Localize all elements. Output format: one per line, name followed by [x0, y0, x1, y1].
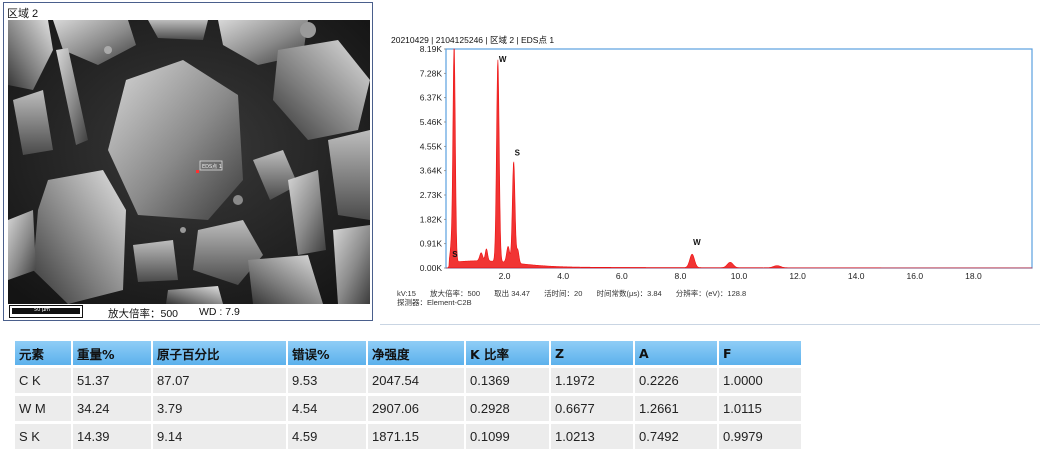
working-distance-text: WD : 7.9	[199, 306, 240, 318]
cell: S K	[15, 421, 73, 449]
col-header-atomic: 原子百分比	[152, 341, 288, 367]
cell: 4.54	[287, 393, 368, 423]
meta-magnification: 放大倍率：500	[430, 289, 481, 298]
sem-title: 区域 2	[7, 8, 39, 20]
x-tick-label: 16.0	[907, 271, 924, 281]
col-header-z: Z	[550, 341, 635, 367]
table-header-row: 元素 重量% 原子百分比 错误% 净强度 K 比率 Z A F	[15, 341, 803, 367]
cell: 2047.54	[367, 365, 466, 395]
peak-label: S	[515, 148, 521, 157]
cell: 0.9979	[718, 421, 803, 449]
spectrum-meta-line1: kV:15 放大倍率：500 取出 34.47 活时间：20 时间常数(μs)：…	[397, 288, 758, 299]
plot-area	[445, 48, 1033, 269]
cell: 0.1099	[465, 421, 551, 449]
y-tick-label: 5.46K	[420, 117, 443, 127]
spectrum-meta-detector: 探测器：Element-C2B	[397, 298, 472, 307]
peak-label: C	[455, 46, 461, 48]
cell: 51.37	[72, 365, 153, 395]
cell: 0.1369	[465, 365, 551, 395]
col-header-a: A	[634, 341, 719, 367]
table-row: C K 51.37 87.07 9.53 2047.54 0.1369 1.19…	[15, 365, 803, 395]
peak-label: W	[499, 55, 507, 64]
x-tick-label: 18.0	[965, 271, 982, 281]
cell: 0.6677	[550, 393, 635, 423]
cell: C K	[15, 365, 73, 395]
x-tick-label: 6.0	[616, 271, 628, 281]
table-row: S K 14.39 9.14 4.59 1871.15 0.1099 1.021…	[15, 421, 803, 449]
spectrum-series	[446, 48, 1033, 269]
meta-live-time: 活时间：20	[544, 289, 583, 298]
y-tick-label: 7.28K	[420, 68, 443, 78]
x-tick-label: 8.0	[674, 271, 686, 281]
cell: 1.0213	[550, 421, 635, 449]
y-tick-label: 3.64K	[420, 166, 443, 176]
col-header-k-ratio: K 比率	[465, 341, 551, 367]
cell: W M	[15, 393, 73, 423]
col-header-weight: 重量%	[72, 341, 153, 367]
eds-point-marker	[196, 170, 199, 173]
meta-time-constant: 时间常数(μs)：3.84	[596, 289, 662, 298]
eds-spectrum-chart: 0.00K 0.91K 1.82K 2.73K 3.64K 4.55K 5.46K 6.37K…	[420, 46, 1033, 281]
table-row: W M 34.24 3.79 4.54 2907.06 0.2928 0.667…	[15, 393, 803, 423]
cell: 3.79	[152, 393, 288, 423]
cell: 1.0000	[718, 365, 803, 395]
meta-resolution: 分辨率：(eV)：128.8	[675, 289, 747, 298]
peak-label: S	[452, 250, 458, 259]
y-tick-label: 0.91K	[420, 239, 443, 249]
cell: 4.59	[287, 421, 368, 449]
cell: 0.2928	[465, 393, 551, 423]
x-tick-label: 12.0	[789, 271, 806, 281]
col-header-error: 错误%	[287, 341, 368, 367]
cell: 0.2226	[634, 365, 719, 395]
scale-bar-label: 50 μm	[34, 307, 51, 313]
y-tick-label: 2.73K	[420, 190, 443, 200]
col-header-element: 元素	[15, 341, 73, 367]
sem-image: EDS点 1	[8, 20, 370, 304]
cell: 0.7492	[634, 421, 719, 449]
x-tick-label: 14.0	[848, 271, 865, 281]
peak-label: W	[693, 238, 701, 247]
y-tick-label: 1.82K	[420, 214, 443, 224]
divider	[380, 324, 1040, 325]
cell: 87.07	[152, 365, 288, 395]
results-table: 元素 重量% 原子百分比 错误% 净强度 K 比率 Z A F C K 51.3…	[15, 341, 803, 449]
col-header-f: F	[718, 341, 803, 367]
cell: 2907.06	[367, 393, 466, 423]
spectrum-header: 20210429 | 2104125246 | 区域 2 | EDS点 1	[391, 35, 555, 45]
cell: 1.2661	[634, 393, 719, 423]
col-header-net-intensity: 净强度	[367, 341, 466, 367]
y-tick-label: 8.19K	[420, 46, 443, 54]
cell: 1.1972	[550, 365, 635, 395]
y-tick-label: 0.00K	[420, 263, 443, 273]
x-tick-label: 10.0	[731, 271, 748, 281]
y-tick-label: 6.37K	[420, 93, 443, 103]
meta-takeoff: 取出 34.47	[494, 289, 530, 298]
eds-point-label: EDS点 1	[202, 164, 222, 170]
y-tick-label: 4.55K	[420, 141, 443, 151]
cell: 1871.15	[367, 421, 466, 449]
meta-kv: kV:15	[397, 289, 416, 298]
cell: 34.24	[72, 393, 153, 423]
x-tick-label: 2.0	[499, 271, 511, 281]
sem-panel: 区域 2	[3, 2, 373, 321]
cell: 9.53	[287, 365, 368, 395]
cell: 14.39	[72, 421, 153, 449]
x-tick-label: 4.0	[557, 271, 569, 281]
cell: 1.0115	[718, 393, 803, 423]
sem-footer: 50 μm 放大倍率：500 WD : 7.9	[4, 304, 372, 320]
scale-bar: 50 μm	[9, 305, 83, 318]
magnification-text: 放大倍率：500	[108, 308, 179, 320]
cell: 9.14	[152, 421, 288, 449]
